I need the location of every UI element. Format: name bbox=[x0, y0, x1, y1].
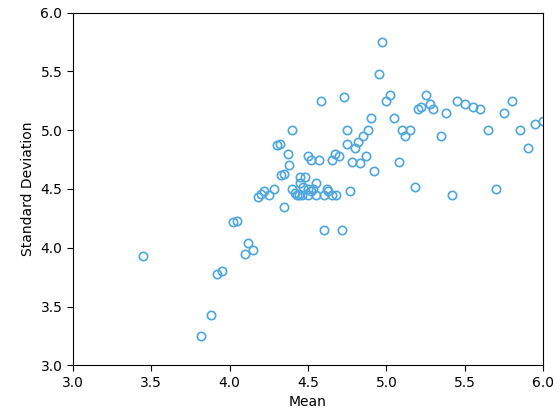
X-axis label: Mean: Mean bbox=[289, 395, 327, 410]
Y-axis label: Standard Deviation: Standard Deviation bbox=[21, 122, 35, 256]
